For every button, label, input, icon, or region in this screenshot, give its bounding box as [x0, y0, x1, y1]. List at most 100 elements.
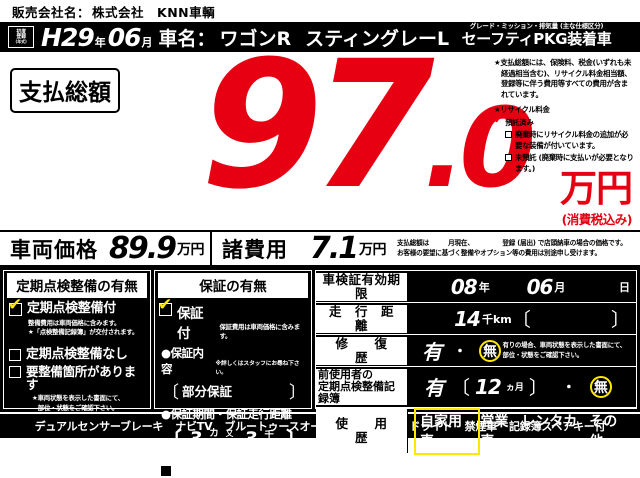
warranty-none-label: 保証なし [177, 463, 228, 478]
expiry-month: 06 [526, 274, 554, 299]
warranty-content-value: 部分保証 [182, 384, 233, 399]
record-months: 12 [475, 374, 502, 399]
expiry-day-unit: 日 [619, 280, 630, 294]
warranty-months-unit: カ月 [209, 428, 219, 453]
usage-key: 使 用 歴 [316, 409, 413, 454]
repair-key: 修 復 歴 [316, 336, 413, 365]
car-price-sheet: 販売会社名： 株式会社 KNN車輌 初度 登録 (年式) H29 年 06 月 … [0, 0, 640, 453]
expiry-key: 車検証有効期限 [316, 272, 408, 301]
checked-box-icon [158, 297, 172, 316]
recycle-deposited-label: 預託済み [505, 117, 534, 127]
inspection-included-row[interactable]: 定期点検整備付 [4, 297, 150, 316]
checkbox-icon [505, 131, 512, 139]
tax-included-note: (消費税込み) [561, 212, 633, 227]
grade-value: セーフティPKG装着車 [461, 29, 612, 48]
table-row-repair: 修 復 歴 有 ・ 無 有りの場合、車両状態を表示した書面にて、 部位・状態をご… [316, 335, 636, 367]
total-price-figure: 97.0 [60, 38, 536, 214]
repair-note-line-2: 部位・状態をご確認下さい。 [502, 350, 584, 359]
warranty-or-label: 又は [225, 429, 234, 449]
usage-option-commercial[interactable]: 営業車 [480, 414, 509, 451]
record-no-option-selected[interactable]: 無 [589, 375, 612, 398]
car-model-value: スティングレーL [305, 27, 450, 50]
usage-option-private-selected[interactable]: 自家用車 [414, 407, 481, 455]
bracket-open-icon: 〔 [162, 383, 179, 403]
warranty-included-note: 保証費用は車両価格に含みます。 [219, 323, 300, 340]
seller-name: 株式会社 KNN車輌 [92, 4, 216, 20]
inspection-needed-row[interactable]: 要整備箇所があります [4, 361, 150, 391]
table-row-mileage: 走 行 距 離 14 千km 〔 〕 [316, 303, 636, 335]
car-name-value: ワゴンR [219, 27, 292, 50]
table-row-record: 前使用者の 定期点検整備記録簿 有 〔 12 ヵ月 〕 ・ 無 [316, 367, 636, 408]
car-name-label: 車名： [158, 27, 216, 50]
bracket-open-icon: 〔 [161, 428, 182, 452]
fine-print-line-2: お客様の要望に基づく整備やオプション等の費用は別途申し受けます。 [397, 248, 601, 257]
badge-line-1: 初度 [16, 28, 26, 35]
repair-no-option-selected[interactable]: 無 [479, 339, 501, 362]
warranty-included-label: 保証付 [177, 306, 204, 342]
repair-note-line-1: 有りの場合、車両状態を表示した書面にて、 [502, 341, 627, 350]
record-key: 前使用者の 定期点検整備記録簿 [316, 368, 408, 406]
checkbox-icon [160, 465, 172, 477]
warranty-period-months: 3 [189, 428, 203, 450]
recycle-undeposited-row[interactable]: 未預託 (廃棄時に支払いが必要となります。) [494, 153, 634, 174]
mileage-number: 14 [454, 306, 481, 331]
warranty-title: 保証の有無 [158, 273, 308, 298]
repair-separator: ・ [453, 343, 467, 360]
inspection-sub-line-2: ★「点検整備記録簿」が交付されます。 [28, 328, 139, 337]
equipment-item: ナビTV [175, 420, 213, 433]
mileage-key: 走 行 距 離 [316, 304, 408, 333]
first-registration-year: H29 [41, 22, 95, 52]
mileage-value: 14 千km 〔 〕 [408, 305, 636, 332]
recycle-deposited-row[interactable]: ✔ 預託済み [494, 114, 634, 129]
repair-note: 有りの場合、車両状態を表示した書面にて、 部位・状態をご確認下さい。 [503, 341, 631, 360]
recycle-fee-group: ★リサイクル料金 ✔ 預託済み 廃棄時にリサイクル料金の追加が必要な装備が付いて… [494, 105, 634, 174]
checkbox-icon [505, 154, 512, 162]
usage-option-other[interactable]: その他 [589, 414, 618, 451]
table-row-usage: 使 用 歴 自家用車 営業車 レンタカー その他 [316, 407, 636, 455]
expiry-value: 08 年 06 月 日 [408, 275, 636, 299]
month-unit: 月 [141, 36, 153, 49]
total-price-unit: 万円 [560, 167, 633, 210]
expiry-year-unit: 年 [478, 280, 490, 294]
recycle-fee-title: ★リサイクル料金 [494, 105, 550, 115]
vehicle-price-value: 89.9 [108, 230, 177, 266]
inspection-needed-label: 要整備箇所があります [26, 364, 136, 393]
fees-label: 諸費用 [222, 237, 288, 262]
record-key-line-2: 定期点検整備記録簿 [318, 379, 395, 406]
record-months-unit: ヵ月 [505, 383, 524, 394]
warranty-content-label: ●保証内容 [161, 346, 204, 376]
inspection-foot-line-1: ★車両状態を表示した書面にて、 [32, 394, 124, 403]
inspection-included-label: 定期点検整備付 [27, 301, 116, 316]
inspection-column: 定期点検整備の有無 定期点検整備付 整備費用は車両価格に含みます。 ★「点検整備… [3, 270, 151, 412]
repair-yes-option[interactable]: 有 [422, 340, 442, 364]
bracket-close-icon: 〕 [289, 383, 306, 403]
inspection-foot-line-2: 部位・状態をご確認下さい。 [37, 403, 119, 412]
inspection-none-row[interactable]: 定期点検整備なし [4, 344, 150, 362]
warranty-none-row[interactable]: 保証なし [155, 460, 311, 478]
warranty-period-label: ●保証期間・保証走行距離 [161, 407, 292, 421]
fees-cell: 諸費用 7.1 万円 [212, 232, 392, 265]
inspection-sub-line-1: 整備費用は車両価格に含みます。 [28, 319, 121, 327]
warranty-period-values: 〔 3 カ月 又は 3 千km 〕 [155, 422, 311, 454]
grade-block: グレード・ミッション・排気量 (主な仕様区分) セーフティPKG装着車 [439, 22, 634, 48]
fees-unit: 万円 [359, 241, 387, 258]
usage-value: 自家用車 営業車 レンタカー その他 [408, 407, 636, 455]
warranty-column: 保証の有無 保証付 保証費用は車両価格に含みます。 ●保証内容 ※詳しくはスタッ… [154, 270, 312, 477]
total-price-integer: 97 [200, 23, 435, 228]
price-notes: ★支払総額には、保険料、税金(いずれも未経過相当含む)、リサイクル料金相当額、登… [494, 58, 634, 174]
check-icon: ✔ [494, 114, 503, 126]
year-unit: 年 [94, 36, 106, 49]
vehicle-price-cell: 車両価格 89.9 万円 [0, 232, 212, 265]
total-payment-label: 支払総額 [10, 68, 120, 113]
bracket-open-icon: 〔 [451, 377, 471, 400]
bracket-open-icon: 〔 [511, 309, 531, 331]
table-row-expiry: 車検証有効期限 08 年 06 月 日 [316, 271, 636, 303]
note-total-includes: ★支払総額には、保険料、税金(いずれも未経過相当含む)、リサイクル料金相当額、登… [494, 58, 632, 99]
inspection-none-label: 定期点検整備なし [26, 346, 128, 362]
bracket-close-icon: 〕 [286, 428, 308, 452]
record-yes-option[interactable]: 有 [424, 376, 444, 401]
equipment-item: 禁煙車 [464, 420, 498, 433]
warranty-included-row[interactable]: 保証付 保証費用は車両価格に含みます。 [155, 297, 311, 342]
usage-option-rental[interactable]: レンタカー [521, 414, 578, 451]
recycle-extra-row[interactable]: 廃棄時にリサイクル料金の追加が必要な装備が付いています。 [494, 130, 634, 151]
